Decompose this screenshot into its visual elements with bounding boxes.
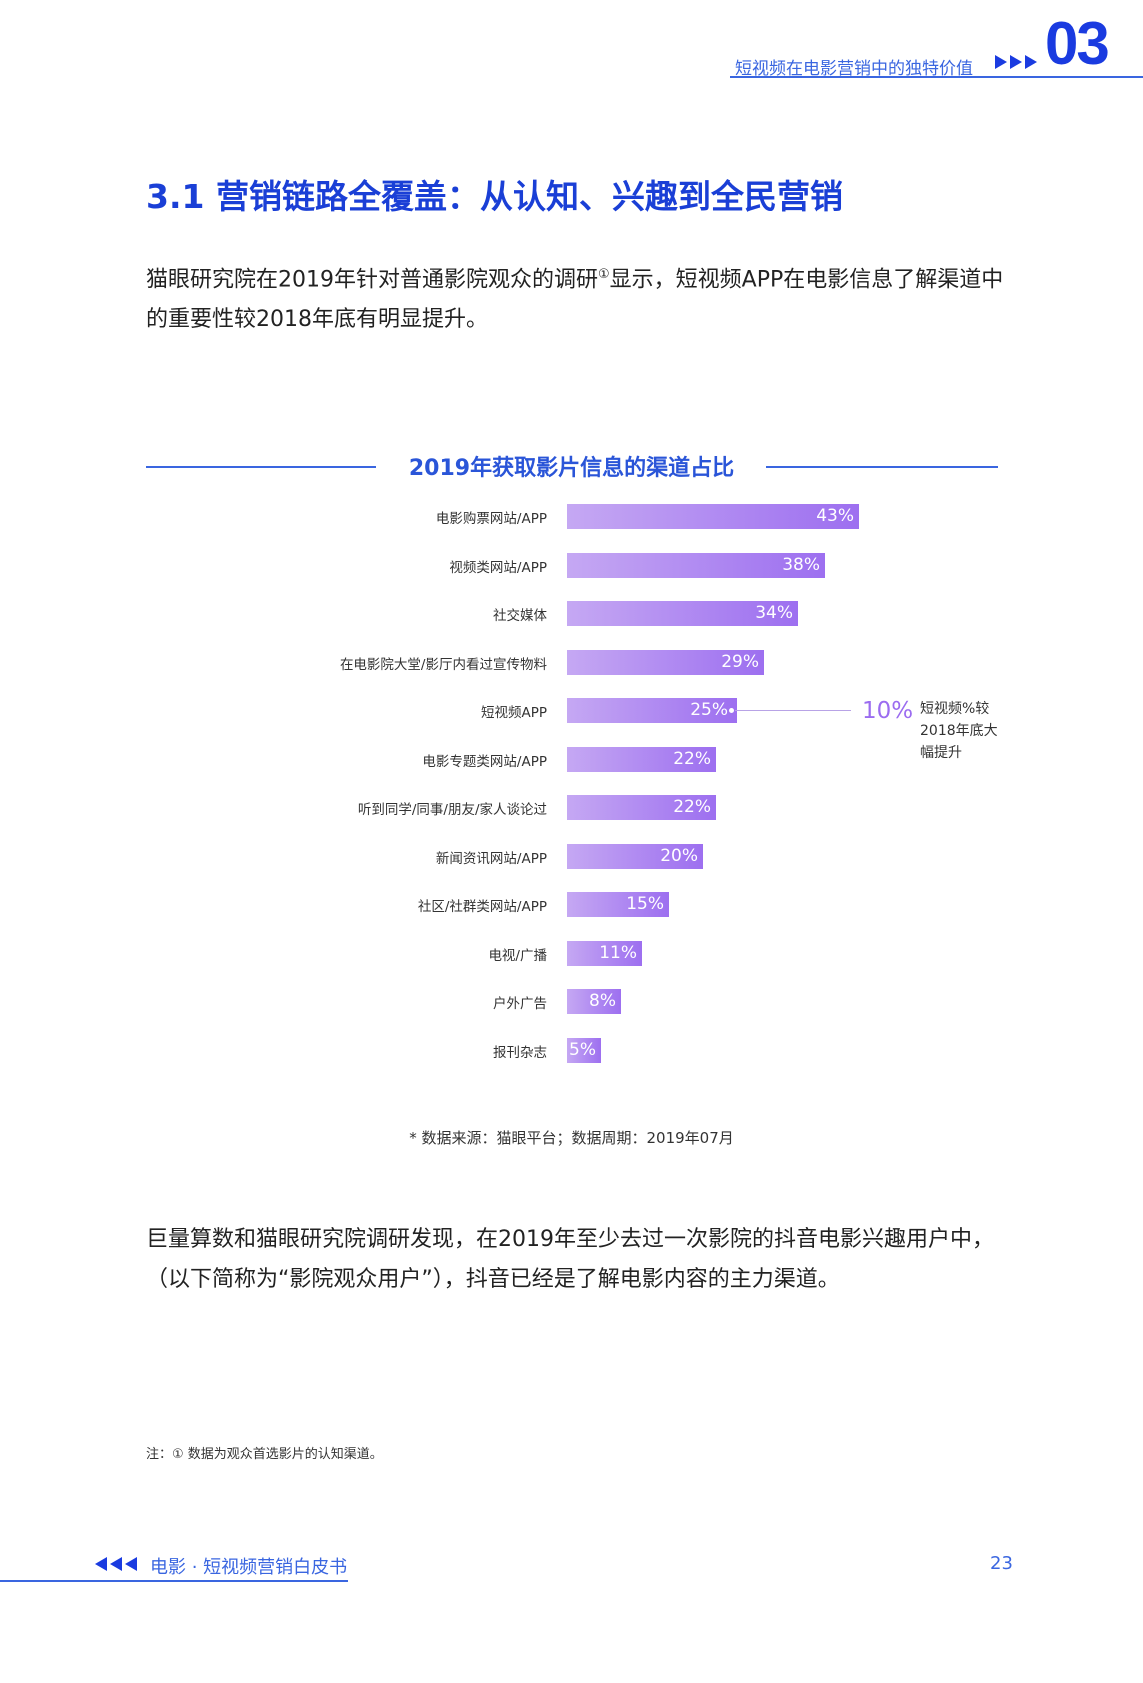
intro-text-part2: 显示，短视频APP在电影信息了解渠道中的重要性较2018年底有明显提升。 (146, 267, 1004, 333)
bar (567, 892, 669, 917)
bar-value-label: 20% (660, 845, 698, 866)
bar (567, 601, 798, 626)
data-source: * 数据来源：猫眼平台；数据周期：2019年07月 (409, 1129, 734, 1147)
bar-value-label: 29% (721, 651, 759, 672)
category-label: 社交媒体 (493, 608, 547, 624)
chapter-title: 短视频在电影营销中的独特价值 (735, 59, 973, 79)
chart-title-rule-right (766, 466, 998, 468)
bar (567, 698, 737, 723)
bar (567, 504, 859, 529)
category-label: 在电影院大堂/影厅内看过宣传物料 (339, 656, 547, 673)
bar-value-label: 8% (589, 991, 616, 1011)
intro-text-part1: 猫眼研究院在2019年针对普通影院观众的调研 (146, 267, 598, 293)
category-label: 新闻资讯网站/APP (435, 850, 547, 867)
body-paragraph: 巨量算数和猫眼研究院调研发现，在2019年至少去过一次影院的抖音电影兴趣用户中，… (146, 1227, 994, 1292)
bar-value-label: 43% (816, 506, 854, 526)
bar (567, 843, 703, 869)
callout-connector (735, 710, 851, 711)
bar-value-label: 22% (673, 797, 711, 817)
page-number: 23 (990, 1553, 1013, 1574)
category-label: 社区/社群类网站/APP (417, 899, 547, 915)
intro-paragraph: 猫眼研究院在2019年针对普通影院观众的调研①显示，短视频APP在电影信息了解渠… (146, 255, 1006, 340)
bar (567, 649, 764, 675)
category-label: 听到同学/同事/朋友/家人谈论过 (357, 802, 547, 818)
section-title: 3.1 营销链路全覆盖：从认知、兴趣到全民营销 (146, 177, 843, 216)
callout-dot (729, 708, 734, 713)
category-label: 电视/广播 (488, 947, 547, 964)
bar-value-label: 25% (690, 700, 728, 720)
category-label: 短视频APP (480, 705, 547, 721)
bar (567, 1037, 601, 1063)
triple-arrow-left-icon (95, 1557, 137, 1571)
bar-value-label: 11% (599, 942, 637, 963)
category-label: 户外广告 (493, 996, 547, 1012)
bar-value-label: 38% (782, 554, 820, 575)
bar (567, 795, 716, 820)
triple-arrow-right-icon (995, 55, 1037, 69)
callout-text: 短视频%较2018年底大幅提升 (920, 701, 998, 761)
callout-value: 10% (862, 698, 914, 724)
footnote-marker: ① (598, 267, 610, 282)
bar-value-label: 34% (755, 603, 793, 623)
category-label: 电影专题类网站/APP (422, 753, 547, 770)
category-label: 视频类网站/APP (449, 559, 547, 576)
footnote: 注：① 数据为观众首选影片的认知渠道。 (146, 1447, 383, 1462)
chart-title: 2019年获取影片信息的渠道占比 (408, 456, 735, 481)
chart-title-rule-left (146, 466, 376, 468)
category-label: 报刊杂志 (493, 1044, 547, 1061)
header-divider (730, 76, 1143, 78)
publication-title: 电影 · 短视频营销白皮书 (150, 1557, 348, 1578)
bar (567, 940, 642, 966)
bar (567, 989, 621, 1014)
bar (567, 746, 716, 772)
bar-value-label: 5% (569, 1039, 596, 1060)
bar-value-label: 22% (673, 748, 711, 769)
bar-value-label: 15% (626, 894, 664, 914)
category-label: 电影购票网站/APP (435, 511, 547, 527)
footer-divider (0, 1580, 348, 1582)
bar (567, 552, 825, 578)
chapter-number: 03 (1045, 10, 1110, 77)
